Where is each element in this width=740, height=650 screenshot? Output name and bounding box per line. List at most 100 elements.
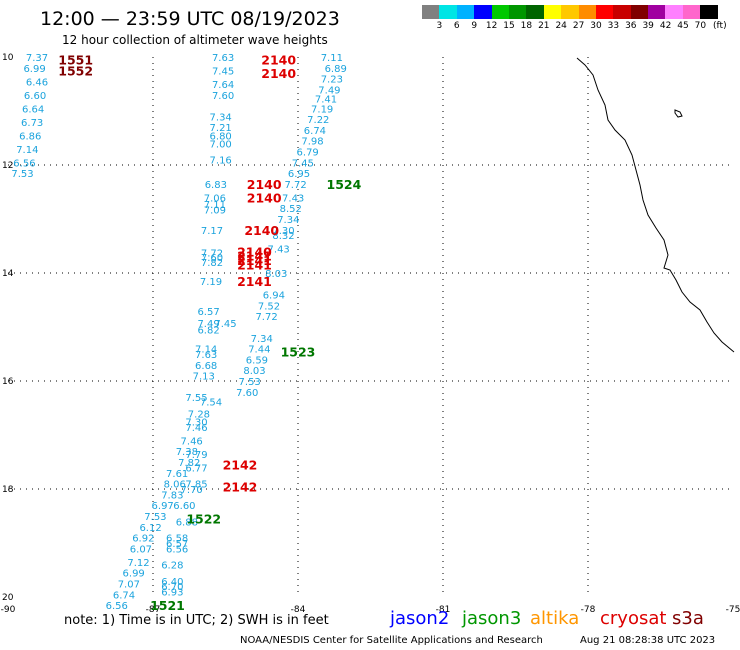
page-title: 12:00 — 23:59 UTC 08/19/2023 [40, 8, 340, 30]
wave-height-value: 7.12 [127, 558, 149, 569]
wave-height-value: 7.49 [318, 85, 340, 96]
wave-height-value: 7.34 [277, 215, 299, 226]
wave-height-value: 7.37 [26, 53, 48, 64]
legend-swatch [630, 5, 649, 19]
lon-axis-label: -81 [436, 605, 451, 615]
wave-height-value: 6.99 [123, 569, 145, 580]
wave-height-value: 6.46 [26, 77, 48, 88]
legend-swatch [648, 5, 666, 19]
wave-height-value: 6.68 [195, 361, 217, 372]
wave-height-value: 6.80 [210, 131, 232, 142]
wave-height-value: 7.14 [16, 145, 38, 156]
mission-altika: altika [530, 608, 580, 629]
wave-height-value: 7.43 [282, 193, 304, 204]
wave-height-value: 7.70 [181, 485, 203, 496]
wave-height-value: 7.60 [201, 253, 223, 264]
wave-height-value: 7.85 [185, 480, 207, 491]
wave-height-value: 6.60 [24, 91, 46, 102]
legend-swatch [561, 5, 579, 19]
lon-axis-label: -87 [146, 605, 161, 615]
wave-height-value: 7.82 [178, 458, 200, 469]
orbit-number: 1524 [327, 177, 362, 192]
mission-jason3: jason3 [462, 608, 522, 629]
orbit-number: 1523 [281, 344, 316, 359]
orbit-number: 2140 [261, 66, 296, 81]
orbit-number: 1552 [58, 64, 93, 79]
wave-height-value: 6.56 [166, 544, 188, 555]
wave-height-value: 7.61 [166, 469, 188, 480]
wave-height-value: 6.94 [263, 291, 285, 302]
legend-swatch [665, 5, 683, 19]
wave-height-value: 7.23 [321, 75, 343, 86]
wave-height-value: 7.16 [210, 156, 232, 167]
wave-height-value: 7.60 [236, 388, 258, 399]
wave-height-value: 7.53 [11, 169, 33, 180]
lat-axis-label: 10 [2, 53, 14, 63]
orbit-number: 2140 [244, 223, 279, 238]
mission-s3a: s3a [672, 608, 704, 629]
orbit-number: 2140 [237, 244, 272, 259]
wave-height-value: 6.86 [19, 131, 41, 142]
legend-swatch [508, 5, 527, 19]
wave-height-value: 8.03 [243, 366, 265, 377]
wave-height-value: 7.43 [268, 245, 290, 256]
wave-height-value: 7.45 [212, 67, 234, 78]
wave-height-value: 7.30 [272, 226, 294, 237]
legend-tick-label: 21 [538, 21, 550, 31]
legend-tick-label: 9 [471, 21, 478, 31]
wave-height-value: 6.60 [173, 501, 195, 512]
legend-tick-label: 24 [555, 21, 567, 31]
wave-height-value: 6.74 [304, 126, 326, 137]
footer-note: note: 1) Time is in UTC; 2) SWH is in fe… [64, 613, 329, 628]
wave-height-value: 7.06 [204, 193, 226, 204]
legend-swatch [543, 5, 562, 19]
wave-height-value: 7.22 [307, 115, 329, 126]
wave-height-value: 7.17 [201, 226, 223, 237]
wave-height-value: 6.56 [106, 601, 128, 612]
wave-height-value: 8.52 [280, 204, 302, 215]
orbit-number: 1551 [58, 53, 93, 68]
mission-cryosat: cryosat [600, 608, 667, 629]
legend-swatch [474, 5, 492, 19]
color-scale-legend [422, 5, 718, 19]
wave-height-value: 7.64 [212, 80, 234, 91]
legend-tick-label: 42 [659, 21, 672, 31]
lat-axis-label: 14 [2, 269, 14, 279]
wave-height-value: 7.82 [201, 258, 223, 269]
lat-axis-label: 16 [2, 377, 14, 387]
wave-height-value: 7.72 [284, 180, 306, 191]
wave-height-value: 6.74 [113, 590, 135, 601]
wave-height-value: 6.57 [197, 307, 219, 318]
legend-tick-label: 30 [590, 21, 602, 31]
wave-height-value: 7.34 [210, 112, 232, 123]
lat-axis-label: 20 [2, 593, 14, 603]
lon-axis-label: -84 [291, 605, 306, 615]
orbit-number: 2142 [223, 458, 258, 473]
wave-height-value: 8.06 [164, 480, 186, 491]
wave-height-value: 6.12 [139, 523, 161, 534]
wave-height-value: 7.72 [201, 248, 223, 259]
wave-height-value: 7.41 [315, 95, 337, 106]
legend-tick-label: 39 [642, 21, 654, 31]
wave-height-value: 6.59 [246, 355, 268, 366]
orbit-number: 2141 [237, 249, 272, 264]
lat-axis-label: 12 [2, 161, 13, 171]
wave-height-value: 7.53 [239, 377, 261, 388]
lat-axis-label: 18 [2, 485, 14, 495]
wave-height-value: 7.28 [188, 409, 210, 420]
wave-height-value: 7.34 [251, 334, 273, 345]
wave-height-value: 8.03 [265, 269, 287, 280]
map-frame [8, 57, 733, 597]
wave-height-value: 7.52 [258, 301, 280, 312]
wave-height-value: 7.09 [204, 205, 226, 216]
legend-swatch [682, 5, 701, 19]
legend-swatch [422, 5, 440, 19]
wave-height-value: 6.89 [325, 64, 347, 75]
wave-height-value: 6.40 [161, 577, 183, 588]
wave-height-value: 6.77 [185, 463, 207, 474]
credit-text: NOAA/NESDIS Center for Satellite Applica… [240, 635, 543, 646]
wave-height-value: 7.60 [212, 91, 234, 102]
wave-height-value: 7.13 [193, 372, 215, 383]
legend-swatch [456, 5, 475, 19]
